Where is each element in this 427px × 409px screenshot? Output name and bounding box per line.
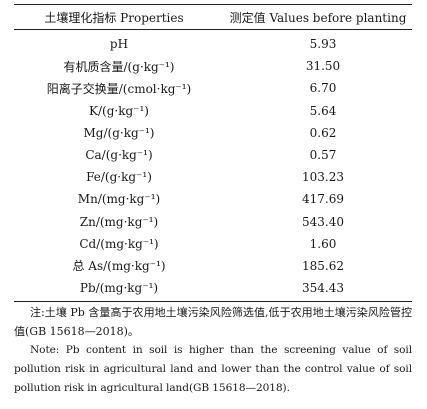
table-row: Zn/(mg·kg⁻¹) 543.40 [14,211,412,233]
table-header-rule [14,29,412,30]
value-cell: 5.93 [309,37,337,52]
value-cell: 103.23 [302,170,344,185]
table-row: 总 As/(mg·kg⁻¹) 185.62 [14,255,412,277]
table-row: Mn/(mg·kg⁻¹) 417.69 [14,188,412,210]
property-cell: Pb/(mg·kg⁻¹) [79,281,159,296]
property-cell: Fe/(g·kg⁻¹) [86,170,152,185]
table-row: Ca/(g·kg⁻¹) 0.57 [14,144,412,166]
table-row: K/(g·kg⁻¹) 5.64 [14,100,412,122]
header-values: 测定值 Values before planting [229,10,407,25]
property-cell: 总 As/(mg·kg⁻¹) [72,259,166,274]
table-row: 阳离子交换量/(cmol·kg⁻¹) 6.70 [14,77,412,99]
table-row: pH 5.93 [14,33,412,55]
value-cell: 354.43 [302,281,344,296]
property-cell: Zn/(mg·kg⁻¹) [79,214,159,229]
table-row: Fe/(g·kg⁻¹) 103.23 [14,166,412,188]
property-cell: Mg/(g·kg⁻¹) [83,125,155,140]
table-header-row: 土壤理化指标 Properties 测定值 Values before plan… [14,5,412,29]
table-row: Mg/(g·kg⁻¹) 0.62 [14,122,412,144]
table-bottom-rule [14,301,412,303]
table-row: Pb/(mg·kg⁻¹) 354.43 [14,277,412,299]
value-cell: 6.70 [309,81,337,96]
table-row: 有机质含量/(g·kg⁻¹) 31.50 [14,55,412,77]
value-cell: 31.50 [305,59,341,74]
value-cell: 1.60 [309,236,337,251]
property-cell: 阳离子交换量/(cmol·kg⁻¹) [46,81,192,96]
value-cell: 185.62 [302,258,344,273]
property-cell: Mn/(mg·kg⁻¹) [77,192,161,207]
note-chinese: 注:土壤 Pb 含量高于农用地土壤污染风险筛选值,低于农用地土壤污染风险管控值(… [14,306,412,338]
table-top-rule [14,4,412,5]
property-cell: K/(g·kg⁻¹) [89,103,149,118]
value-cell: 543.40 [302,214,344,229]
property-cell: pH [109,37,129,52]
value-cell: 5.64 [309,103,337,118]
note-english: Note: Pb content in soil is higher than … [14,344,412,394]
table-body: pH 5.93 有机质含量/(g·kg⁻¹) 31.50 阳离子交换量/(cmo… [14,30,412,301]
table-notes: 注:土壤 Pb 含量高于农用地土壤污染风险筛选值,低于农用地土壤污染风险管控值(… [14,303,412,398]
value-cell: 0.57 [309,148,337,163]
header-properties: 土壤理化指标 Properties [44,10,184,25]
value-cell: 0.62 [309,125,337,140]
table-row: Cd/(mg·kg⁻¹) 1.60 [14,233,412,255]
value-cell: 417.69 [302,192,344,207]
property-cell: Ca/(g·kg⁻¹) [85,148,153,163]
property-cell: Cd/(mg·kg⁻¹) [79,236,159,251]
property-cell: 有机质含量/(g·kg⁻¹) [63,59,175,74]
soil-properties-table: 土壤理化指标 Properties 测定值 Values before plan… [14,4,412,303]
